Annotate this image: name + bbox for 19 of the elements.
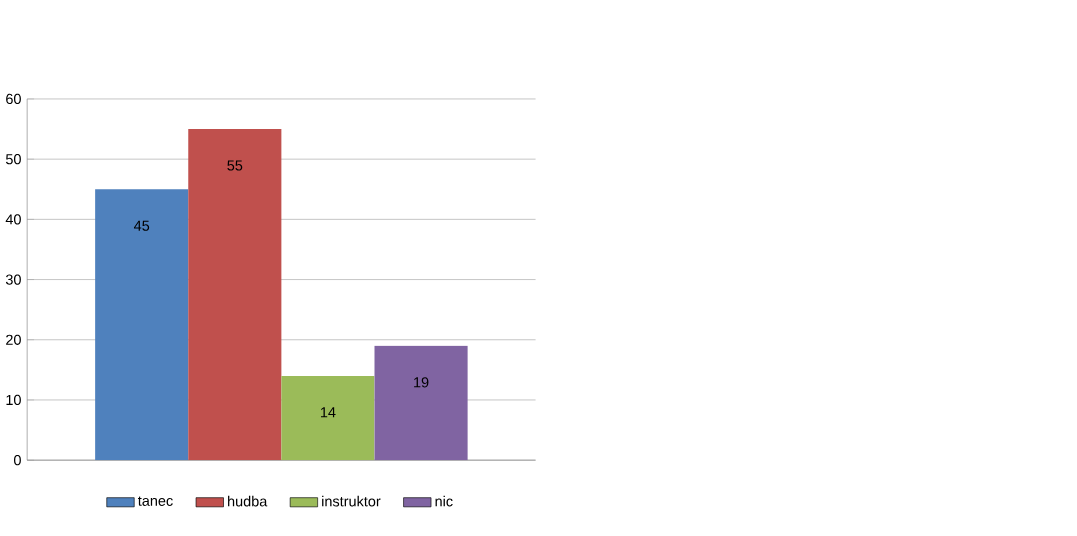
legend-label: hudba bbox=[228, 495, 268, 507]
bar bbox=[281, 375, 375, 461]
y-tick-label: 30 bbox=[5, 274, 21, 285]
bar bbox=[188, 129, 282, 461]
data-label: 55 bbox=[227, 160, 243, 171]
y-tick-label: 40 bbox=[5, 214, 21, 225]
legend-label: tanec bbox=[138, 496, 173, 506]
y-tick-label: 50 bbox=[5, 154, 21, 165]
y-tick-label: 10 bbox=[6, 394, 21, 406]
y-tick-label: 60 bbox=[6, 93, 21, 105]
data-label: 14 bbox=[320, 407, 336, 418]
data-label: 19 bbox=[414, 377, 429, 388]
bar bbox=[374, 345, 468, 461]
bar bbox=[95, 189, 189, 461]
data-label: 45 bbox=[133, 220, 150, 231]
y-tick-label: 0 bbox=[13, 455, 21, 466]
legend-label: instruktor bbox=[322, 495, 381, 507]
legend-label: nic bbox=[435, 495, 453, 507]
y-tick-label: 20 bbox=[6, 334, 21, 346]
